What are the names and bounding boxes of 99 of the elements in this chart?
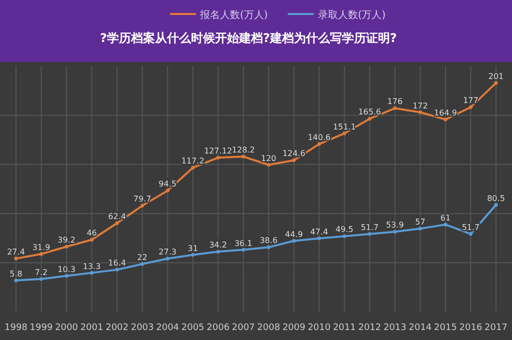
x-tick-label: 2011 (332, 323, 356, 333)
data-label: 151.1 (332, 122, 356, 132)
data-label: 36.1 (234, 238, 252, 248)
x-tick-label: 1998 (4, 323, 28, 333)
data-label: 53.9 (386, 220, 404, 230)
point (418, 110, 422, 114)
point (317, 236, 321, 240)
data-label: 140.6 (308, 133, 331, 142)
data-label: 38.6 (260, 236, 278, 246)
data-label: 7.2 (34, 268, 48, 277)
point (115, 221, 119, 225)
data-label: 176 (387, 97, 403, 106)
data-label: 31.9 (32, 243, 50, 252)
x-tick-label: 2008 (257, 323, 280, 333)
x-tick-label: 2015 (434, 323, 457, 333)
data-label: 27.3 (158, 248, 176, 257)
point (191, 166, 195, 170)
point (468, 105, 473, 110)
data-label: 79.7 (133, 194, 152, 204)
data-label: 31 (188, 244, 198, 253)
point (494, 203, 498, 207)
point (317, 142, 321, 146)
x-tick-label: 2012 (358, 323, 382, 333)
point (191, 253, 195, 257)
x-tick-label: 2004 (156, 323, 180, 333)
data-label: 5.8 (10, 269, 22, 278)
point (342, 234, 346, 238)
point (90, 238, 94, 242)
data-label: 39.2 (58, 236, 76, 245)
point (266, 245, 270, 250)
data-label: 164.9 (434, 108, 457, 118)
x-tick-label: 2007 (232, 323, 255, 333)
point (242, 154, 246, 158)
point (342, 132, 346, 136)
x-tick-label: 2014 (408, 323, 432, 333)
x-tick-label: 2000 (55, 323, 78, 333)
x-tick-label: 2003 (130, 323, 154, 333)
point (368, 232, 372, 236)
point (14, 278, 18, 282)
data-label: 172 (412, 101, 428, 110)
point (115, 268, 119, 272)
x-tick-label: 2009 (282, 323, 306, 333)
x-tick-label: 2010 (308, 323, 331, 333)
legend-label: 报名人数(万人) (199, 9, 268, 21)
point (64, 274, 68, 278)
data-label: 80.5 (487, 194, 505, 203)
x-tick-label: 2002 (106, 323, 129, 333)
data-label: 57 (415, 218, 426, 227)
x-tick-label: 2005 (181, 323, 204, 333)
x-tick-label: 2013 (383, 323, 406, 333)
point (393, 230, 397, 234)
data-label: 47.4 (310, 227, 328, 236)
data-label: 128.2 (232, 146, 255, 155)
point (166, 188, 170, 192)
point (368, 116, 372, 121)
data-label: 10.3 (58, 264, 76, 274)
point (266, 163, 270, 167)
data-label: 46 (86, 228, 97, 238)
point (216, 250, 220, 254)
data-label: 61 (440, 214, 451, 223)
data-label: 201 (488, 72, 504, 81)
chart-title: ?学历档案从什么时候开始建档?建档为什么写学历证明? (100, 31, 397, 45)
point (242, 248, 246, 252)
data-label: 117.2 (181, 156, 204, 166)
point (393, 106, 397, 110)
x-tick-label: 2001 (80, 323, 104, 333)
data-label: 22 (137, 253, 148, 262)
point (468, 232, 473, 236)
data-label: 16.4 (108, 258, 126, 268)
point (166, 256, 170, 260)
data-label: 120 (260, 154, 276, 163)
point (216, 156, 220, 160)
x-tick-label: 2006 (206, 323, 230, 333)
point (14, 256, 18, 260)
x-tick-label: 1999 (30, 323, 53, 333)
point (494, 81, 498, 85)
x-tick-label: 2016 (459, 323, 482, 333)
data-label: 127.12 (204, 146, 232, 156)
point (444, 222, 448, 226)
data-label: 34.2 (209, 240, 228, 250)
legend-label: 录取人数(万人) (318, 10, 386, 21)
point (292, 239, 296, 243)
point (418, 226, 422, 230)
data-label: 49.5 (336, 225, 354, 234)
point (64, 244, 68, 248)
data-label: 51.7 (360, 222, 379, 232)
point (39, 277, 44, 281)
x-tick-label: 2017 (484, 323, 508, 333)
data-label: 62.4 (108, 212, 126, 222)
data-label: 27.4 (7, 248, 25, 257)
point (140, 204, 144, 208)
point (90, 271, 94, 275)
data-label: 44.9 (284, 230, 303, 239)
data-label: 165.6 (358, 108, 382, 117)
point (39, 252, 44, 256)
data-label: 13.3 (82, 262, 101, 271)
point (292, 158, 296, 162)
point (444, 118, 448, 122)
point (140, 262, 144, 266)
